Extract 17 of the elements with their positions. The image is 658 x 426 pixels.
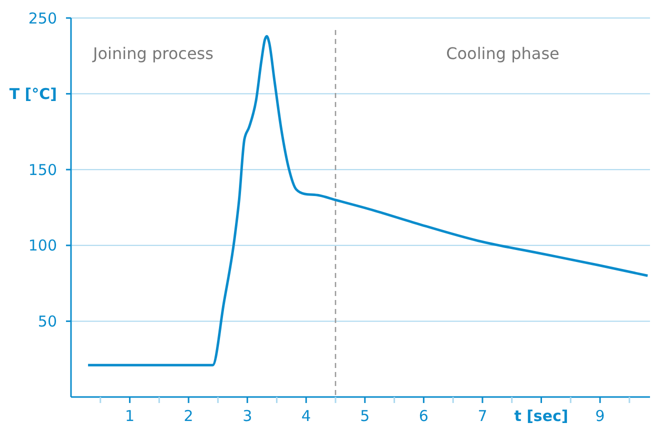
x-axis-title: t [sec] <box>514 407 568 425</box>
annotation: Cooling phase <box>446 44 560 63</box>
x-tick-label: 3 <box>242 407 252 425</box>
x-tick-label: 6 <box>418 407 428 425</box>
x-tick-label: 2 <box>184 407 194 425</box>
x-tick-label: 1 <box>125 407 135 425</box>
y-tick-label: 100 <box>28 236 57 255</box>
x-tick-label: 7 <box>478 407 488 425</box>
annotation: Joining process <box>92 44 214 63</box>
line-series <box>86 34 649 366</box>
y-tick-label: 250 <box>28 9 57 28</box>
x-tick-label: 9 <box>595 407 605 425</box>
y-tick-label: 50 <box>38 312 57 330</box>
x-tick-label: 4 <box>301 407 311 425</box>
x-tick-label: 5 <box>360 407 370 425</box>
y-tick-label: 150 <box>28 160 57 179</box>
y-axis-title: T [°C] <box>9 85 57 104</box>
